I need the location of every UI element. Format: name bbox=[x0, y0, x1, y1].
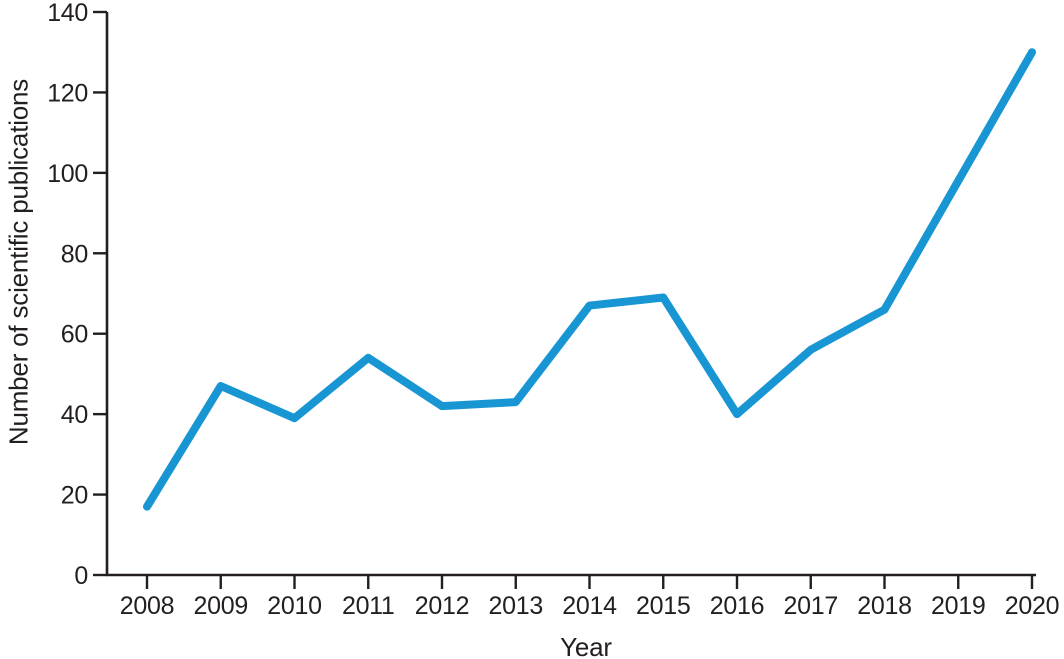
x-tick-label: 2015 bbox=[636, 592, 690, 620]
x-tick-label: 2019 bbox=[931, 592, 985, 620]
y-tick-label: 80 bbox=[61, 240, 88, 268]
x-tick-label: 2010 bbox=[267, 592, 321, 620]
y-tick-label: 120 bbox=[47, 79, 88, 107]
x-tick-label: 2017 bbox=[784, 592, 838, 620]
y-tick-label: 140 bbox=[47, 0, 88, 27]
y-tick-label: 20 bbox=[61, 482, 88, 510]
x-axis-title: Year bbox=[560, 632, 612, 659]
x-tick-label: 2018 bbox=[857, 592, 911, 620]
x-tick-label: 2008 bbox=[120, 592, 174, 620]
x-tick-label: 2013 bbox=[489, 592, 543, 620]
y-tick-label: 40 bbox=[61, 401, 88, 429]
y-tick-label: 0 bbox=[74, 562, 88, 590]
x-tick-label: 2011 bbox=[342, 592, 395, 620]
x-tick-label: 2009 bbox=[194, 592, 248, 620]
data-line-publications bbox=[143, 48, 1036, 511]
y-tick-label: 60 bbox=[61, 321, 88, 349]
y-tick-label: 100 bbox=[47, 160, 88, 188]
x-tick-label: 2012 bbox=[415, 592, 469, 620]
x-tick-label: 2016 bbox=[710, 592, 764, 620]
x-tick-label: 2014 bbox=[562, 592, 617, 620]
x-tick-label: 2020 bbox=[1005, 592, 1059, 620]
